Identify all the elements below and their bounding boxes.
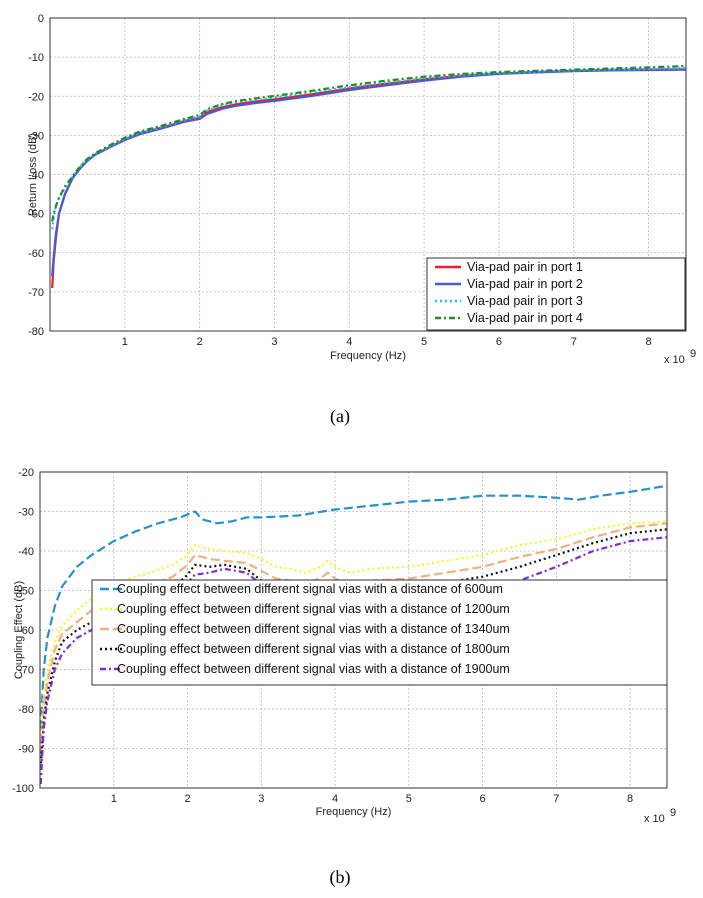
x-axis-label: Frequency (Hz)	[316, 806, 392, 818]
y-tick-label: -70	[28, 287, 44, 299]
y-tick-label: -70	[18, 665, 34, 677]
legend-entry: Coupling effect between different signal…	[117, 642, 510, 656]
y-tick-label: -80	[28, 326, 44, 338]
x-axis-multiplier-exponent: 9	[670, 807, 676, 819]
x-tick-label: 5	[421, 336, 427, 348]
y-tick-label: -20	[18, 467, 34, 479]
y-axis-label: Return Loss (dB)	[27, 133, 39, 216]
x-tick-label: 6	[480, 793, 486, 805]
y-tick-label: -90	[18, 744, 34, 756]
legend-entry: Via-pad pair in port 3	[467, 294, 583, 308]
x-tick-label: 6	[496, 336, 502, 348]
legend-entry: Via-pad pair in port 2	[467, 277, 583, 291]
axes-frame	[49, 17, 687, 332]
y-tick-label: -30	[18, 507, 34, 519]
x-tick-label: 3	[271, 336, 277, 348]
series-line	[39, 522, 668, 757]
legend-entry: Coupling effect between different signal…	[117, 662, 510, 676]
x-tick-label: 5	[406, 793, 412, 805]
series-line	[51, 67, 687, 230]
caption-a: (a)	[330, 406, 350, 427]
x-tick-label: 1	[111, 793, 117, 805]
x-axis-multiplier: x 10	[644, 813, 665, 825]
x-tick-label: 7	[571, 336, 577, 348]
x-tick-label: 8	[646, 336, 652, 348]
x-tick-label: 1	[122, 336, 128, 348]
y-tick-label: -30	[28, 130, 44, 142]
legend-box	[426, 257, 686, 331]
caption-b: (b)	[330, 867, 351, 888]
y-tick-label: 0	[38, 13, 44, 25]
x-tick-label: 2	[197, 336, 203, 348]
legend-entry: Via-pad pair in port 1	[467, 260, 583, 274]
y-tick-label: -50	[18, 586, 34, 598]
chart-panel-b: 1 2 3 4 5 6 7 8 -20 -30 -40 -50 -60 -70 -80 -90 -100 Freq…	[12, 467, 676, 825]
x-axis-multiplier: x 10	[664, 354, 685, 366]
x-tick-label: 2	[184, 793, 190, 805]
y-tick-label: -50	[28, 209, 44, 221]
series-line	[39, 520, 668, 741]
y-tick-label: -10	[28, 52, 44, 64]
series-line	[39, 484, 668, 729]
y-tick-label: -60	[28, 248, 44, 260]
x-tick-label: 3	[258, 793, 264, 805]
legend-entry: Coupling effect between different signal…	[117, 622, 510, 636]
x-tick-label: 8	[627, 793, 633, 805]
legend-entry: Coupling effect between different signal…	[117, 602, 510, 616]
series-line	[39, 528, 668, 769]
y-tick-label: -100	[12, 783, 34, 795]
x-tick-label: 4	[332, 793, 338, 805]
y-tick-label: -20	[28, 91, 44, 103]
legend-entry: Via-pad pair in port 4	[467, 311, 583, 325]
x-tick-label: 4	[346, 336, 352, 348]
x-axis-label: Frequency (Hz)	[330, 350, 406, 362]
chart-panel-a: 1 2 3 4 5 6 7 8 0 -10 -20 -30 -40 -50 -60 -70 -80 Frequen…	[27, 13, 696, 366]
y-tick-label: -60	[18, 625, 34, 637]
legend-entry: Coupling effect between different signal…	[117, 582, 503, 596]
x-axis-multiplier-exponent: 9	[690, 348, 696, 360]
y-axis-label: Coupling Effect (dB)	[13, 581, 25, 679]
legend-box	[91, 579, 668, 686]
y-tick-label: -80	[18, 704, 34, 716]
y-tick-label: -40	[28, 170, 44, 182]
y-tick-label: -40	[18, 546, 34, 558]
x-tick-label: 7	[553, 793, 559, 805]
